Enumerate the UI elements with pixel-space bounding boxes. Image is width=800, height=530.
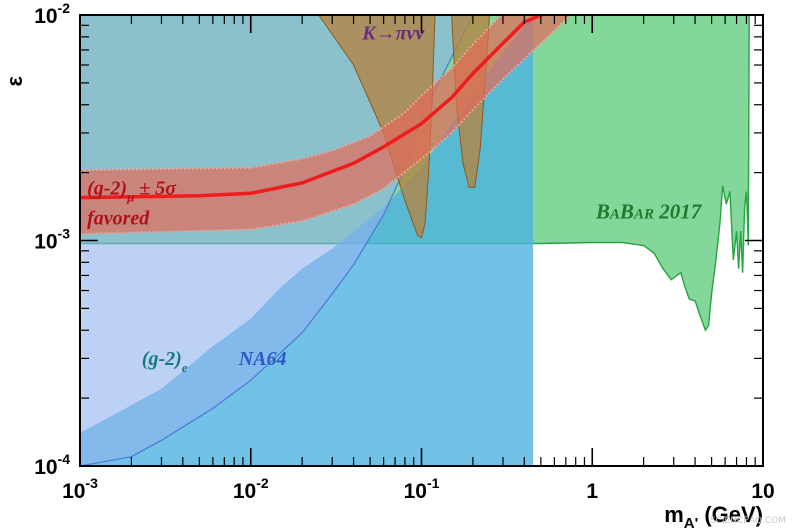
y-tick-label: 10-4: [34, 451, 70, 479]
babar-label: BABAR 2017: [595, 200, 703, 224]
y-axis-title: ε: [2, 75, 27, 86]
x-tick-label: 10: [751, 480, 774, 503]
favored-label: favored: [87, 207, 150, 229]
x-tick-label: 1: [586, 480, 598, 503]
y-tick-label: 10-2: [34, 0, 70, 28]
watermark: SCIENCEAQ.COM: [709, 516, 786, 526]
g2mu-band: [80, 15, 573, 235]
gm2e-label: (g-2)e: [142, 348, 188, 375]
x-axis-title: mA' (GeV): [664, 502, 763, 530]
g2e-region: [80, 15, 533, 466]
na64-region: [80, 15, 474, 466]
y-tick-label: 10-3: [34, 226, 70, 254]
x-tick-label: 10-1: [404, 475, 440, 503]
g2mu-central-line: [80, 15, 546, 200]
x-tick-label: 10-2: [233, 475, 269, 503]
kpinunu-label: K→πνν: [361, 22, 425, 44]
x-tick-label: 10-3: [62, 475, 98, 503]
gm2mu-label: (g-2)μ ± 5σ: [87, 178, 177, 205]
na64-label: NA64: [238, 348, 287, 370]
